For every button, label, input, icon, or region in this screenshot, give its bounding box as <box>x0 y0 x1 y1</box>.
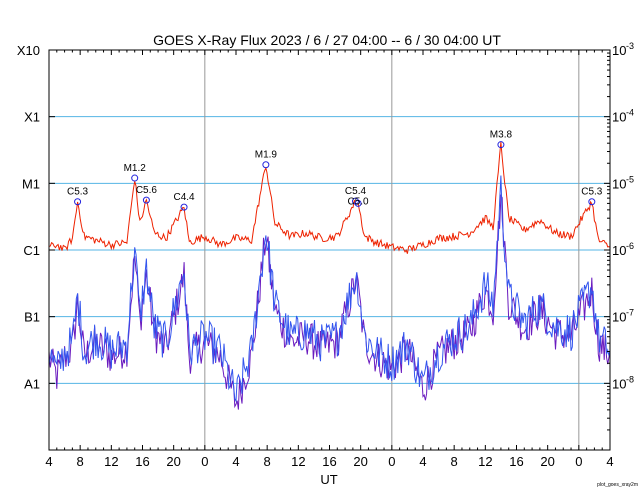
grid-layer <box>49 50 610 450</box>
y-class-label: M1 <box>22 176 40 191</box>
y-class-label: X1 <box>24 110 40 125</box>
chart-title: GOES X-Ray Flux 2023 / 6 / 27 04:00 -- 6… <box>153 32 501 48</box>
axis-layer: 4 8 12 16 20 0 4 8 12 16 20 0 4 8 12 16 20 0 4 X10 X1 M1 C1 B1 A… <box>17 41 634 469</box>
y-class-label: C1 <box>23 243 40 258</box>
x-tick-label: 16 <box>135 454 149 469</box>
short-channel-line-secondary <box>48 194 611 410</box>
x-tick-label: 0 <box>388 454 395 469</box>
x-tick-label: 4 <box>45 454 52 469</box>
flare-label: C5.0 <box>348 196 370 207</box>
x-tick-label: 12 <box>478 454 492 469</box>
x-tick-label: 8 <box>264 454 271 469</box>
x-tick-label: 12 <box>104 454 118 469</box>
flare-label: M1.2 <box>124 163 147 174</box>
x-tick-label: 16 <box>509 454 523 469</box>
x-tick-label: 0 <box>575 454 582 469</box>
y-power-exponent: -5 <box>626 174 634 184</box>
series-layer <box>48 141 611 410</box>
flare-label: M3.8 <box>490 130 513 141</box>
flare-marker <box>180 203 188 211</box>
x-tick-label: 8 <box>77 454 84 469</box>
y-power-exponent: -4 <box>626 108 634 118</box>
y-class-label: B1 <box>24 310 40 325</box>
x-tick-label: 0 <box>201 454 208 469</box>
x-tick-label: 12 <box>291 454 305 469</box>
flare-label: M1.9 <box>255 150 278 161</box>
x-axis-label: UT <box>320 472 337 487</box>
y-power-exponent: -7 <box>626 308 634 318</box>
flare-marker <box>497 141 505 149</box>
x-tick-label: 8 <box>451 454 458 469</box>
flare-marker <box>131 174 139 182</box>
y-power-label: 10 <box>612 243 626 258</box>
flare-marker <box>74 198 82 206</box>
y-power-label: 10 <box>612 43 626 58</box>
x-tick-label: 20 <box>353 454 367 469</box>
x-tick-label: 4 <box>419 454 426 469</box>
flare-marker <box>354 199 362 207</box>
y-class-label: X10 <box>17 43 40 58</box>
flare-marker <box>588 198 596 206</box>
y-class-label: A1 <box>24 376 40 391</box>
y-power-label: 10 <box>612 310 626 325</box>
long-channel-line <box>48 141 611 254</box>
flare-label: C5.4 <box>345 186 367 197</box>
flare-label: C5.6 <box>136 185 158 196</box>
x-tick-label: 20 <box>540 454 554 469</box>
y-power-label: 10 <box>612 110 626 125</box>
y-power-exponent: -6 <box>626 241 634 251</box>
short-channel-line <box>48 175 611 403</box>
x-tick-label: 4 <box>606 454 613 469</box>
flare-marker <box>142 196 150 204</box>
y-power-label: 10 <box>612 176 626 191</box>
x-tick-label: 16 <box>322 454 336 469</box>
x-tick-label: 4 <box>232 454 239 469</box>
flare-marker-layer: C5.3 M1.2 C5.6 C4.4 M1.9 C5.4C5.0 M3.8 C5.3 <box>67 130 603 211</box>
y-power-label: 10 <box>612 376 626 391</box>
flare-label: C5.3 <box>581 187 603 198</box>
flare-label: C5.3 <box>67 187 89 198</box>
y-power-exponent: -3 <box>626 41 634 51</box>
y-power-exponent: -8 <box>626 374 634 384</box>
flare-label: C4.4 <box>173 192 195 203</box>
flare-marker <box>262 161 270 169</box>
x-tick-label: 20 <box>166 454 180 469</box>
credit-text: plot_goes_xray2m <box>597 482 638 488</box>
